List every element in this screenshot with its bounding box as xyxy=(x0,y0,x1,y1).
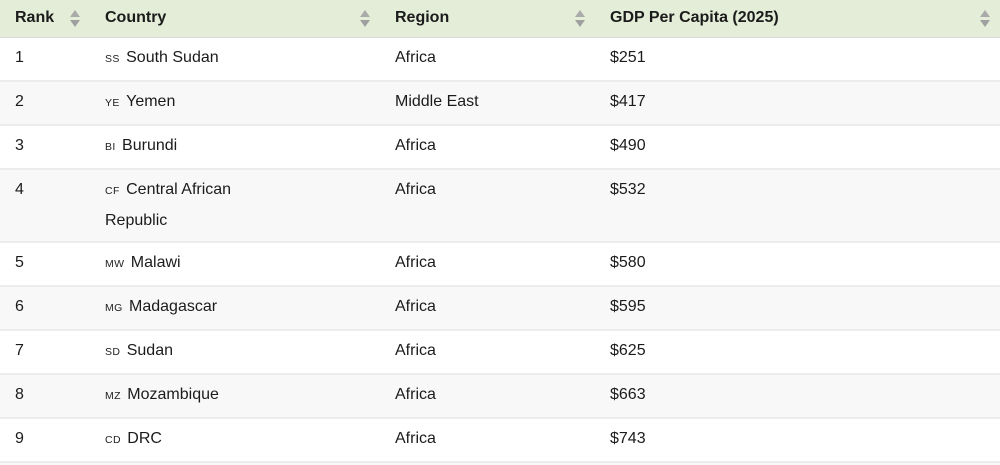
table-row: 9 CD DRC Africa $743 xyxy=(0,416,1000,462)
country-link[interactable]: Central African Republic xyxy=(105,180,232,229)
rank-cell: 2 xyxy=(0,79,90,125)
country-cell: YE Yemen xyxy=(90,79,380,125)
column-header-label: Country xyxy=(105,9,167,27)
country-flag-code: SS xyxy=(105,52,124,65)
gdp-cell: $751 xyxy=(595,460,1000,465)
sort-icon[interactable] xyxy=(575,9,585,27)
rank-cell: 3 xyxy=(0,123,90,169)
region-cell: Africa xyxy=(380,416,595,462)
sort-icon[interactable] xyxy=(980,9,990,27)
country-link[interactable]: Malawi xyxy=(130,253,181,271)
sort-ascending-icon xyxy=(980,9,990,17)
sort-ascending-icon xyxy=(360,9,370,17)
column-header-label: Rank xyxy=(15,9,55,27)
table-row: 3 BI Burundi Africa $490 xyxy=(0,123,1000,169)
rank-cell: 4 xyxy=(0,167,90,242)
country-link[interactable]: Madagascar xyxy=(129,297,218,315)
sort-descending-icon xyxy=(70,19,80,27)
region-cell: Africa xyxy=(380,167,595,242)
rank-cell: 7 xyxy=(0,328,90,374)
table-body: 1 SS South Sudan Africa $251 2 YE Yemen … xyxy=(0,37,1000,465)
sort-ascending-icon xyxy=(575,9,585,17)
rank-cell: 1 xyxy=(0,37,90,81)
table-header: Rank Country Region GDP Per Capita xyxy=(0,0,1000,38)
country-cell: SS South Sudan xyxy=(90,37,380,81)
region-cell: Africa xyxy=(380,372,595,418)
country-link[interactable]: Burundi xyxy=(122,136,178,154)
country-flag-code: CF xyxy=(105,184,124,197)
country-flag-code: SD xyxy=(105,345,124,358)
table-row: 7 SD Sudan Africa $625 xyxy=(0,328,1000,374)
country-flag-code: MW xyxy=(105,257,128,270)
sort-descending-icon xyxy=(360,19,370,27)
country-cell: BI Burundi xyxy=(90,123,380,169)
sort-ascending-icon xyxy=(70,9,80,17)
table-row: 8 MZ Mozambique Africa $663 xyxy=(0,372,1000,418)
header-row: Rank Country Region GDP Per Capita xyxy=(0,0,1000,38)
region-cell: Africa xyxy=(380,328,595,374)
country-link[interactable]: Mozambique xyxy=(127,385,219,403)
country-cell: MZ Mozambique xyxy=(90,372,380,418)
table-row: 5 MW Malawi Africa $580 xyxy=(0,240,1000,286)
table-row: 6 MG Madagascar Africa $595 xyxy=(0,284,1000,330)
table-row: 1 SS South Sudan Africa $251 xyxy=(0,37,1000,81)
country-cell: MG Madagascar xyxy=(90,284,380,330)
region-cell: Africa xyxy=(380,37,595,81)
table-row: 10 NE Niger Africa $751 xyxy=(0,460,1000,465)
country-flag-code: MG xyxy=(105,301,127,314)
column-header-label: Region xyxy=(395,9,450,27)
column-header-label: GDP Per Capita (2025) xyxy=(610,9,779,27)
country-cell: MW Malawi xyxy=(90,240,380,286)
country-flag-code: CD xyxy=(105,433,125,446)
country-cell: SD Sudan xyxy=(90,328,380,374)
country-link[interactable]: Yemen xyxy=(126,92,176,110)
country-link[interactable]: DRC xyxy=(127,429,162,447)
country-cell: CF Central African Republic xyxy=(90,167,380,242)
rank-cell: 10 xyxy=(0,460,90,465)
region-cell: Africa xyxy=(380,284,595,330)
rank-cell: 5 xyxy=(0,240,90,286)
country-link[interactable]: Sudan xyxy=(126,341,173,359)
table-row: 4 CF Central African Republic Africa $53… xyxy=(0,167,1000,242)
gdp-cell: $490 xyxy=(595,123,1000,169)
table-row: 2 YE Yemen Middle East $417 xyxy=(0,79,1000,125)
country-cell: CD DRC xyxy=(90,416,380,462)
gdp-cell: $532 xyxy=(595,167,1000,242)
region-cell: Africa xyxy=(380,123,595,169)
gdp-cell: $251 xyxy=(595,37,1000,81)
rank-cell: 9 xyxy=(0,416,90,462)
rank-cell: 8 xyxy=(0,372,90,418)
column-header-country[interactable]: Country xyxy=(90,0,380,38)
country-cell: NE Niger xyxy=(90,460,380,465)
gdp-cell: $417 xyxy=(595,79,1000,125)
region-cell: Africa xyxy=(380,240,595,286)
column-header-rank[interactable]: Rank xyxy=(0,0,90,38)
sort-descending-icon xyxy=(575,19,585,27)
column-header-gdp[interactable]: GDP Per Capita (2025) xyxy=(595,0,1000,38)
gdp-cell: $743 xyxy=(595,416,1000,462)
region-cell: Middle East xyxy=(380,79,595,125)
country-flag-code: YE xyxy=(105,96,124,109)
country-flag-code: MZ xyxy=(105,389,125,402)
gdp-cell: $625 xyxy=(595,328,1000,374)
column-header-region[interactable]: Region xyxy=(380,0,595,38)
sort-icon[interactable] xyxy=(70,9,80,27)
gdp-cell: $595 xyxy=(595,284,1000,330)
rank-cell: 6 xyxy=(0,284,90,330)
gdp-cell: $663 xyxy=(595,372,1000,418)
region-cell: Africa xyxy=(380,460,595,465)
gdp-cell: $580 xyxy=(595,240,1000,286)
country-flag-code: BI xyxy=(105,140,120,153)
sort-icon[interactable] xyxy=(360,9,370,27)
sort-descending-icon xyxy=(980,19,990,27)
country-link[interactable]: South Sudan xyxy=(126,48,219,66)
